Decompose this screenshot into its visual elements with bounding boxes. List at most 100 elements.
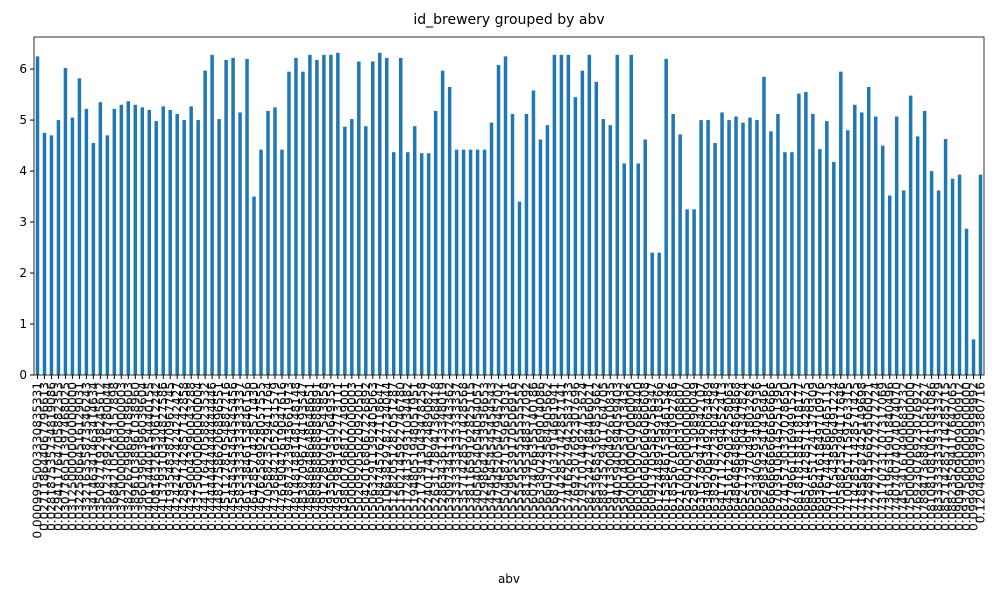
x-tick-label: 0.052401746724890827 (422, 382, 436, 531)
x-tick-label: 0.051502145922746780 (394, 382, 408, 531)
bar (685, 209, 689, 375)
bar (56, 120, 61, 375)
x-tick-label: 0.063157894736842107 (694, 382, 708, 531)
x-tick-label: 0.056074766355140186 (526, 382, 540, 531)
x-tick-label: 0.048387096774193547 (296, 382, 310, 531)
x-tick-label: 0.033216355873546243 (79, 382, 93, 531)
bar (412, 126, 417, 375)
x-tick-label: 0.044444444444444446 (205, 382, 219, 531)
x-tick-label: 0.064864864864864868 (729, 382, 743, 531)
x-tick-label: 0.041379310344827586 (156, 382, 170, 531)
bar (287, 71, 291, 376)
bar (887, 195, 892, 375)
bar (950, 178, 955, 375)
x-tick-label: 0.058823529411764705 (596, 382, 610, 531)
x-tick-label: 0.061538461538461542 (659, 382, 673, 531)
bar (252, 196, 256, 375)
x-tick-label: 0.029411764705882353 (51, 382, 65, 531)
x-tick-label: 0.061855670103092786 (666, 382, 680, 531)
bar (825, 121, 829, 375)
bar (119, 104, 124, 375)
x-tick-label: 0.064516129032258063 (722, 382, 736, 531)
bar (929, 171, 934, 375)
bar (922, 110, 927, 375)
bar (203, 70, 207, 375)
x-tick-label: 0.068571428571428575 (799, 382, 813, 531)
x-tick-label: 0.12046033075380716 (974, 382, 988, 523)
x-tick-label: 0.054298642533936653 (478, 382, 492, 531)
x-tick-label: 0.072289156626506021 (862, 382, 876, 531)
bar (804, 92, 808, 375)
bar (475, 149, 480, 375)
bar (783, 152, 787, 375)
bar (692, 209, 696, 375)
x-tick-label: 0.044827586206896551 (212, 382, 226, 531)
bar (322, 54, 326, 375)
bar (741, 122, 745, 375)
x-tick-label: 0.037500000000000003 (114, 382, 128, 531)
bar (77, 78, 82, 375)
x-tick-label: 0.054794520547945202 (492, 382, 506, 531)
bar (580, 70, 585, 375)
x-tick-label: 0.056338028169014086 (533, 382, 547, 531)
bar (706, 120, 710, 375)
x-tick-label: 0.052173913043478258 (415, 382, 429, 531)
bar (217, 119, 221, 375)
bar (538, 139, 543, 375)
bar (231, 57, 235, 375)
x-tick-label: 0.039603960396039604 (135, 382, 149, 531)
x-tick-label: 0.045833333333333337 (233, 382, 247, 531)
bar (175, 113, 179, 375)
bar (524, 113, 529, 375)
x-tick-label: 0.088235294117647065 (946, 382, 960, 531)
bar (140, 107, 145, 376)
bar (671, 113, 675, 375)
x-tick-label: 0.055555555555555552 (512, 382, 526, 531)
x-tick-label: 0.063492063492063489 (701, 382, 715, 531)
bar (336, 52, 340, 375)
x-tick-label: 0.032258064516129031 (72, 382, 86, 531)
bar (818, 149, 822, 375)
x-tick-label: 0.076923076923076927 (911, 382, 925, 531)
bar (720, 112, 724, 375)
x-tick-label: 0.052863436123348019 (436, 382, 450, 531)
bar (308, 54, 312, 375)
bar (650, 252, 654, 375)
bar (594, 81, 599, 376)
x-tick-label: 0.043750000000000004 (191, 382, 205, 531)
bar (853, 104, 857, 375)
bar (273, 107, 277, 376)
bar (329, 54, 333, 375)
bar (776, 113, 780, 375)
bar (552, 54, 557, 375)
bar (147, 109, 152, 375)
x-tick-label: 0.067039106145251395 (771, 382, 785, 531)
bar (35, 56, 40, 375)
x-tick-label: 0.047058823529411764 (261, 382, 275, 531)
x-tick-label: 0.056872037914691941 (547, 382, 561, 531)
bar (98, 102, 103, 375)
bar (84, 108, 89, 375)
bar (259, 149, 263, 375)
x-tick-label: 0.043290043290043288 (184, 382, 198, 531)
x-tick-label: 0.036842105263157898 (107, 382, 121, 531)
x-tick-label: 0.034146341463414634 (86, 382, 100, 531)
x-tick-label: 0.060913705583756347 (645, 382, 659, 531)
plot-frame (33, 36, 985, 376)
x-tick-label: 0.067415730337078650 (778, 382, 792, 531)
bar (245, 58, 249, 375)
x-tick-label: 0.070588235294117646 (834, 382, 848, 531)
x-tick-label: 0.066666666666666666 (764, 382, 778, 531)
x-tick-label: 0.071428571428571425 (848, 382, 862, 531)
x-tick-label: 0.053097345132743362 (443, 382, 457, 531)
bar (755, 120, 759, 375)
bar (468, 149, 473, 375)
x-tick-label: 0.065934065934065936 (750, 382, 764, 531)
bar (846, 130, 850, 375)
bar (587, 54, 592, 375)
x-tick-label: 0.036123789216780044 (100, 382, 114, 531)
x-tick-label: 0.044117647058823532 (198, 382, 212, 531)
bar (601, 119, 606, 375)
